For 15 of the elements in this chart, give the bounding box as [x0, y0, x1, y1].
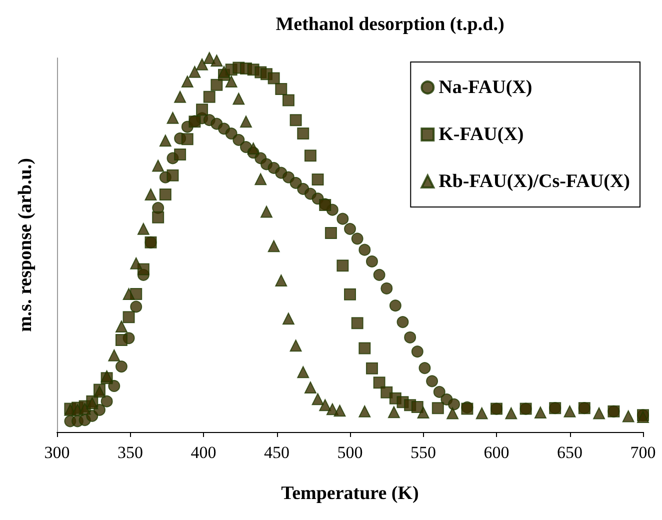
y-axis-title: m.s. response (arb.u.) — [15, 158, 36, 332]
x-tick-label: 450 — [264, 443, 290, 462]
legend-label: K-FAU(X) — [438, 124, 524, 145]
x-tick-label: 350 — [118, 443, 143, 462]
x-tick-label: 650 — [557, 443, 582, 462]
x-tick-label: 300 — [44, 443, 70, 462]
x-tick-label: 600 — [484, 443, 510, 462]
x-tick-label: 550 — [410, 443, 436, 462]
x-tick-label: 700 — [630, 443, 656, 462]
chart-title: Methanol desorption (t.p.d.) — [276, 14, 504, 35]
x-tick-label: 500 — [337, 443, 363, 462]
legend-label: Rb-FAU(X)/Cs-FAU(X) — [438, 171, 630, 192]
x-tick-label: 400 — [190, 443, 216, 462]
x-axis-title: Temperature (K) — [281, 483, 419, 504]
legend-label: Na-FAU(X) — [438, 77, 532, 98]
